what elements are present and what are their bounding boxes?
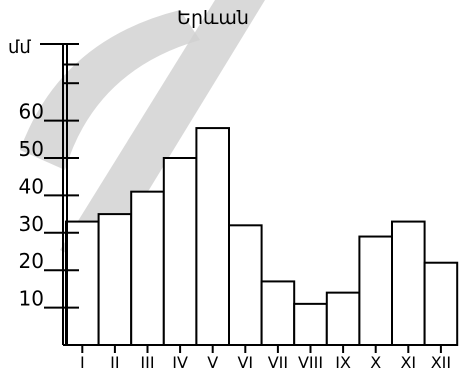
y-tick-label-20: 20 [19,249,44,273]
bar-ix [325,291,361,347]
y-tick-label-30: 30 [19,212,44,236]
bar-xi [391,220,426,346]
x-tick-label-iv: IV [172,353,188,372]
x-tick-label-x: X [370,353,381,372]
bar-ii [97,213,133,346]
bar-iii [130,190,165,346]
bar-vi [228,224,263,347]
x-tick-label-i: I [80,353,85,372]
x-tick-label-xii: XII [431,353,451,372]
x-tick-label-xi: XI [400,353,416,372]
bar-i [65,220,100,346]
watermark [20,0,265,270]
x-tick-label-vi: VI [237,353,253,372]
x-tick-label-vii: VII [268,353,288,372]
chart-title: Երևան [177,7,249,29]
x-tick-label-viii: VIII [298,353,323,372]
bar-vii [260,280,296,347]
y-tick-label-60: 60 [19,100,44,124]
y-tick-label-10: 10 [19,287,44,311]
bars-group [65,127,459,347]
axes-group [40,43,458,353]
x-tick-label-v: V [207,353,218,372]
y-tick-label-50: 50 [19,137,44,161]
x-tick-label-ii: II [110,353,119,372]
bar-xii [423,261,459,346]
y-axis-label: մմ [8,37,31,58]
x-tick-label-ix: IX [335,353,351,372]
y-tick-label-40: 40 [19,174,44,198]
bar-x [358,235,393,346]
bar-v [195,127,230,346]
bar-iv [162,157,198,346]
x-tick-label-iii: III [140,353,154,372]
bar-viii [293,302,328,346]
